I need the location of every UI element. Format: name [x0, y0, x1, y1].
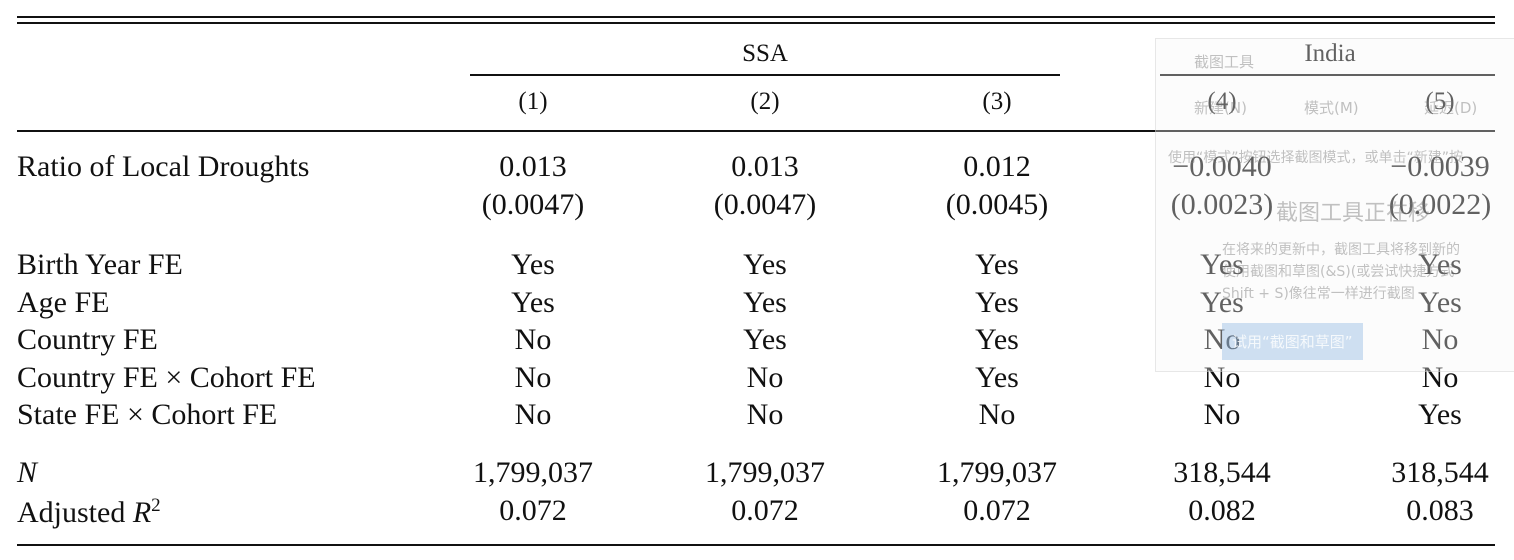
overlay-hint: 使用“模式”按钮选择截图模式，或单击“新建”按 — [1168, 150, 1464, 166]
cell: No — [514, 360, 552, 394]
column-header: (1) — [518, 88, 548, 115]
cell: Yes — [511, 285, 555, 319]
estimate: 0.013 — [499, 150, 567, 183]
cell: Yes — [975, 323, 1019, 356]
overlay-heading: 截图工具正在移 — [1276, 201, 1431, 226]
column-header: (3) — [982, 88, 1012, 115]
group-header: SSA — [742, 40, 788, 67]
snipping-tool-overlay: 截图工具 新建(N) 模式(M) 延迟(D) 使用“模式”按钮选择截图模式，或单… — [1155, 38, 1514, 372]
bottom-rule — [17, 544, 1495, 546]
row-symbol: N — [17, 455, 38, 489]
cell: No — [978, 398, 1016, 431]
row-label: Ratio of Local Droughts — [17, 150, 310, 183]
row-label: Adjusted R2 — [17, 496, 161, 528]
overlay-text: 在将来的更新中，截图工具将移到新的 — [1222, 242, 1460, 258]
row-label: Country FE — [17, 323, 158, 356]
cell: Yes — [975, 248, 1019, 281]
cell: No — [746, 360, 784, 394]
estimate: 0.012 — [963, 150, 1031, 183]
top-rule — [17, 22, 1495, 24]
cell: 0.072 — [731, 494, 799, 527]
row-label-text: Adjusted — [17, 496, 126, 529]
overlay-button[interactable]: 模式(M) — [1304, 99, 1359, 117]
cell: No — [746, 398, 784, 431]
cell: Yes — [1418, 285, 1462, 319]
standard-error: (0.0022) — [1388, 188, 1492, 221]
row-label: Age FE — [17, 285, 110, 319]
standard-error: (0.0047) — [713, 188, 817, 221]
row-label: Country FE × Cohort FE — [17, 360, 316, 394]
row-superscript: 2 — [151, 495, 161, 516]
cell: 0.072 — [499, 494, 567, 527]
cell: Yes — [1200, 285, 1244, 319]
cell: Yes — [743, 248, 787, 281]
overlay-text: Shift + S)像往常一样进行截图 — [1222, 286, 1415, 302]
row-label: State FE × Cohort FE — [17, 398, 278, 431]
standard-error: (0.0045) — [945, 188, 1049, 221]
overlay-title: 截图工具 — [1194, 53, 1255, 71]
group-rule — [1160, 74, 1495, 76]
group-rule — [470, 74, 1060, 76]
cell: No — [1203, 360, 1241, 394]
column-header: (4) — [1207, 88, 1237, 115]
cell: 1,799,037 — [473, 455, 593, 489]
group-header: India — [1304, 40, 1356, 67]
cell: Yes — [1418, 248, 1462, 281]
cell: No — [1203, 323, 1241, 356]
standard-error: (0.0047) — [481, 188, 585, 221]
cell: No — [1203, 398, 1241, 431]
cell: 318,544 — [1391, 455, 1489, 489]
cell: Yes — [743, 323, 787, 356]
cell: Yes — [1418, 398, 1462, 431]
estimate: 0.013 — [731, 150, 799, 183]
cell: Yes — [975, 360, 1019, 394]
cell: Yes — [975, 285, 1019, 319]
cell: 1,799,037 — [937, 455, 1057, 489]
header-rule — [17, 130, 1495, 132]
cell: No — [1421, 323, 1459, 356]
cell: 0.082 — [1188, 494, 1256, 527]
column-header: (2) — [750, 88, 780, 115]
estimate: −0.0039 — [1390, 150, 1490, 183]
overlay-button[interactable]: 延迟(D) — [1424, 99, 1478, 117]
cell: Yes — [511, 248, 555, 281]
cell: Yes — [1200, 248, 1244, 281]
cell: 318,544 — [1173, 455, 1271, 489]
overlay-text: 使用截图和草图(&S)(或尝试快捷方式 — [1222, 264, 1455, 280]
overlay-button[interactable]: 新建(N) — [1194, 99, 1247, 117]
overlay-try-button[interactable]: 试用“截图和草图” — [1222, 323, 1363, 360]
cell: No — [514, 323, 552, 356]
cell: 0.072 — [963, 494, 1031, 527]
row-label: Birth Year FE — [17, 248, 183, 281]
column-header: (5) — [1425, 88, 1455, 115]
estimate: −0.0040 — [1172, 150, 1272, 183]
cell: No — [514, 398, 552, 431]
cell: 0.083 — [1406, 494, 1474, 527]
cell: No — [1421, 360, 1459, 394]
cell: 1,799,037 — [705, 455, 825, 489]
row-label: N — [17, 455, 38, 489]
top-rule — [17, 16, 1495, 18]
row-symbol: R — [132, 496, 152, 529]
standard-error: (0.0023) — [1170, 188, 1274, 221]
cell: Yes — [743, 285, 787, 319]
